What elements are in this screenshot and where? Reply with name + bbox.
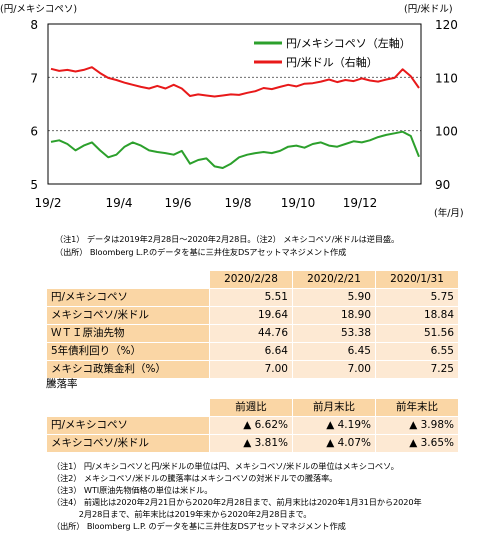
column-header: 2020/2/28 xyxy=(209,270,293,289)
row-label: 円/メキシコペソ xyxy=(46,416,210,435)
table-cell: 5.75 xyxy=(375,288,459,307)
left-tick-label: 5 xyxy=(30,178,38,192)
column-header: 前年末比 xyxy=(375,398,459,417)
x-axis-ticks: 19/2 19/4 19/6 19/8 19/10 19/12 xyxy=(35,196,378,210)
table-row: 円/メキシコペソ ▲ 6.62% ▲ 4.19% ▲ 3.98% xyxy=(46,416,459,435)
table-header-row: 2020/2/28 2020/2/21 2020/1/31 xyxy=(46,270,459,289)
table-cell: ▲ 4.19% xyxy=(292,416,376,435)
row-label: ＷＴＩ原油先物 xyxy=(46,324,210,343)
table-cell: 18.84 xyxy=(375,306,459,325)
table-note-4-cont: 2月28日まで、前年末比は2019年末から2020年2月28日まで。 xyxy=(52,509,312,519)
table-note-1: （注1） 円/メキシコペソと円/米ドルの単位は円、メキシコペソ/米ドルの単位はメ… xyxy=(52,461,399,471)
x-tick-label: 19/10 xyxy=(281,196,316,210)
x-tick-label: 19/6 xyxy=(165,196,192,210)
table-cell: ▲ 6.62% xyxy=(209,416,293,435)
left-tick-label: 6 xyxy=(30,125,38,139)
row-label: 5年債利回り（%） xyxy=(46,342,210,361)
right-tick-label: 110 xyxy=(435,71,458,85)
x-axis-unit: (年/月) xyxy=(434,207,464,219)
column-header: 前週比 xyxy=(209,398,293,417)
column-header: 前月末比 xyxy=(292,398,376,417)
table-row: メキシコペソ/米ドル ▲ 3.81% ▲ 4.07% ▲ 3.65% xyxy=(46,434,459,453)
table-cell: ▲ 3.65% xyxy=(375,434,459,453)
gridlines xyxy=(48,76,421,132)
table-row: 5年債利回り（%） 6.64 6.45 6.55 xyxy=(46,342,459,361)
plot-frame xyxy=(47,23,422,185)
change-rate-table: 前週比 前月末比 前年末比 円/メキシコペソ ▲ 6.62% ▲ 4.19% ▲… xyxy=(46,398,459,453)
table-row: 円/メキシコペソ 5.51 5.90 5.75 xyxy=(46,288,459,307)
x-tick-label: 19/2 xyxy=(35,196,62,210)
chart-note-source: （出所） Bloomberg L.P.のデータを基に三井住友DSアセットマネジメ… xyxy=(55,247,347,257)
x-tick-label: 19/4 xyxy=(106,196,133,210)
row-label: 円/メキシコペソ xyxy=(46,288,210,307)
series-layer xyxy=(50,66,420,169)
x-tick-label: 19/8 xyxy=(225,196,252,210)
table-header-row: 前週比 前月末比 前年末比 xyxy=(46,398,459,417)
table-cell: 51.56 xyxy=(375,324,459,343)
table-row: ＷＴＩ原油先物 44.76 53.38 51.56 xyxy=(46,324,459,343)
table-cell: 18.90 xyxy=(292,306,376,325)
chart-note-1: （注1） データは2019年2月28日～2020年2月28日。（注2） メキシコ… xyxy=(55,234,400,244)
table-note-3: （注3） WTI原油先物価格の単位は米ドル。 xyxy=(52,485,213,495)
table-cell: 6.64 xyxy=(209,342,293,361)
right-tick-label: 120 xyxy=(435,18,458,32)
table-note-source: （出所） Bloomberg L.P. のデータを基に三井住友DSアセットマネジ… xyxy=(52,521,346,531)
table-note-2: （注2） メキシコペソ/米ドルの騰落率はメキシコペソの対米ドルでの騰落率。 xyxy=(52,473,338,483)
table-cell: ▲ 3.81% xyxy=(209,434,293,453)
legend-label-mxn: 円/メキシコペソ（左軸） xyxy=(286,36,411,50)
table-cell: 5.51 xyxy=(209,288,293,307)
table-cell: 7.00 xyxy=(292,360,376,379)
legend-label-usd: 円/米ドル（右軸） xyxy=(286,55,378,69)
series-line-jpy-mxn xyxy=(50,130,420,169)
row-label: メキシコ政策金利（%） xyxy=(46,360,210,379)
left-axis-ticks: 5 6 7 8 xyxy=(30,18,38,192)
market-data-table: 2020/2/28 2020/2/21 2020/1/31 円/メキシコペソ 5… xyxy=(46,270,459,379)
table-cell: 6.45 xyxy=(292,342,376,361)
table-cell: 53.38 xyxy=(292,324,376,343)
table-cell: 5.90 xyxy=(292,288,376,307)
column-header: 2020/1/31 xyxy=(375,270,459,289)
table-cell: ▲ 3.98% xyxy=(375,416,459,435)
left-axis-unit: (円/メキシコペソ) xyxy=(0,4,77,15)
right-axis-ticks: 90 100 110 120 xyxy=(435,18,458,192)
table-cell: 6.55 xyxy=(375,342,459,361)
table-row: メキシコ政策金利（%） 7.00 7.00 7.25 xyxy=(46,360,459,379)
table-cell: 44.76 xyxy=(209,324,293,343)
row-label: メキシコペソ/米ドル xyxy=(46,306,210,325)
right-axis-unit: (円/米ドル) xyxy=(404,3,453,15)
row-label: メキシコペソ/米ドル xyxy=(46,434,210,453)
legend: 円/メキシコペソ（左軸） 円/米ドル（右軸） xyxy=(254,36,411,69)
column-header: 2020/2/21 xyxy=(292,270,376,289)
table-cell: 7.25 xyxy=(375,360,459,379)
right-tick-label: 90 xyxy=(435,178,450,192)
x-tick-label: 19/12 xyxy=(343,196,378,210)
change-table-title: 騰落率 xyxy=(46,378,78,390)
series-line-jpy-usd xyxy=(50,66,420,98)
table-note-4: （注4） 前週比は2020年2月21日から2020年2月28日まで、前月末比は2… xyxy=(52,497,422,507)
table-row: メキシコペソ/米ドル 19.64 18.90 18.84 xyxy=(46,306,459,325)
table-cell: ▲ 4.07% xyxy=(292,434,376,453)
table-cell: 7.00 xyxy=(209,360,293,379)
left-tick-label: 8 xyxy=(30,18,38,32)
left-tick-label: 7 xyxy=(30,71,38,85)
table-cell: 19.64 xyxy=(209,306,293,325)
right-tick-label: 100 xyxy=(435,125,458,139)
